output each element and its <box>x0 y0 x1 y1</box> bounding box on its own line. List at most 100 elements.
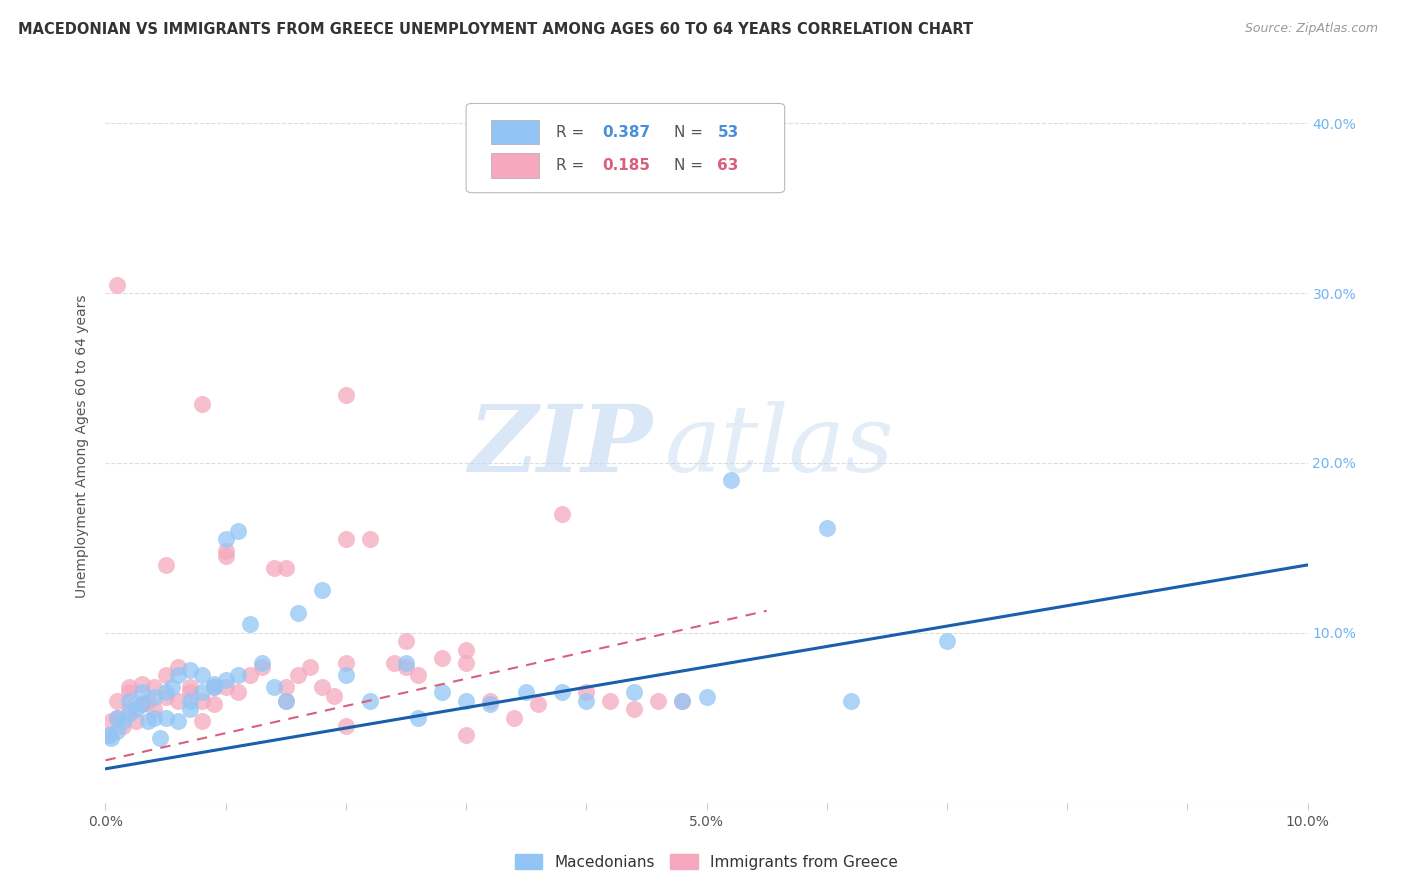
Point <box>155 685 177 699</box>
Text: ZIP: ZIP <box>468 401 652 491</box>
Point <box>430 651 453 665</box>
Point <box>551 507 574 521</box>
FancyBboxPatch shape <box>491 120 540 145</box>
Point <box>839 694 862 708</box>
Point <box>131 698 153 712</box>
Point <box>155 690 177 705</box>
Point <box>202 698 225 712</box>
Point <box>454 657 477 671</box>
Point <box>671 694 693 708</box>
Text: R =: R = <box>557 158 589 173</box>
Point <box>107 711 129 725</box>
Point <box>575 685 598 699</box>
Point <box>395 657 418 671</box>
Point <box>179 680 201 694</box>
Text: Source: ZipAtlas.com: Source: ZipAtlas.com <box>1244 22 1378 36</box>
Point <box>190 668 212 682</box>
Point <box>298 660 321 674</box>
Point <box>503 711 526 725</box>
Point <box>118 707 141 722</box>
Point <box>250 660 273 674</box>
Point <box>155 668 177 682</box>
Point <box>124 702 146 716</box>
Point <box>527 698 550 712</box>
Point <box>250 657 273 671</box>
Text: N =: N = <box>673 125 709 139</box>
Point <box>406 711 429 725</box>
Point <box>430 685 453 699</box>
Text: MACEDONIAN VS IMMIGRANTS FROM GREECE UNEMPLOYMENT AMONG AGES 60 TO 64 YEARS CORR: MACEDONIAN VS IMMIGRANTS FROM GREECE UNE… <box>18 22 973 37</box>
Point <box>335 668 357 682</box>
Point <box>515 685 537 699</box>
Point <box>287 606 309 620</box>
Point <box>623 685 645 699</box>
Point <box>100 731 122 746</box>
Point <box>190 396 212 410</box>
Point <box>190 694 212 708</box>
Point <box>274 561 297 575</box>
Point <box>395 634 418 648</box>
Point <box>335 533 357 547</box>
Point <box>479 698 502 712</box>
Point <box>131 677 153 691</box>
Point <box>226 668 249 682</box>
Point <box>142 690 165 705</box>
Point <box>239 668 262 682</box>
Point <box>107 694 129 708</box>
Point <box>274 694 297 708</box>
Text: 63: 63 <box>717 158 738 173</box>
Point <box>112 719 135 733</box>
Point <box>214 549 236 564</box>
Point <box>226 685 249 699</box>
Point <box>263 680 285 694</box>
Point <box>107 711 129 725</box>
Legend: Macedonians, Immigrants from Greece: Macedonians, Immigrants from Greece <box>508 846 905 877</box>
Point <box>263 561 285 575</box>
Text: 0.387: 0.387 <box>602 125 650 139</box>
Point <box>454 643 477 657</box>
Point <box>815 520 838 534</box>
Point <box>226 524 249 538</box>
Y-axis label: Unemployment Among Ages 60 to 64 years: Unemployment Among Ages 60 to 64 years <box>76 294 90 598</box>
Point <box>274 680 297 694</box>
Point <box>395 660 418 674</box>
Point <box>359 694 381 708</box>
Point <box>179 663 201 677</box>
Point <box>118 680 141 694</box>
Point <box>112 714 135 729</box>
Point <box>142 702 165 716</box>
Point <box>166 714 188 729</box>
Point <box>142 680 165 694</box>
Point <box>202 680 225 694</box>
Point <box>166 660 188 674</box>
Point <box>274 694 297 708</box>
Text: R =: R = <box>557 125 589 139</box>
FancyBboxPatch shape <box>491 153 540 178</box>
Point <box>311 680 333 694</box>
Point <box>118 694 141 708</box>
Text: atlas: atlas <box>665 401 894 491</box>
Point <box>214 680 236 694</box>
Point <box>124 714 146 729</box>
Point <box>322 689 344 703</box>
Point <box>696 690 718 705</box>
Point <box>335 719 357 733</box>
Point <box>359 533 381 547</box>
Point <box>107 724 129 739</box>
Point <box>936 634 959 648</box>
Point <box>131 698 153 712</box>
Point <box>166 668 188 682</box>
Point <box>148 731 170 746</box>
Point <box>647 694 669 708</box>
Point <box>100 714 122 729</box>
Point <box>214 673 236 688</box>
Point <box>623 702 645 716</box>
Point <box>287 668 309 682</box>
Point <box>202 677 225 691</box>
Point <box>575 694 598 708</box>
Point <box>98 728 121 742</box>
Point <box>118 685 141 699</box>
Point <box>179 702 201 716</box>
Point <box>671 694 693 708</box>
Point <box>155 711 177 725</box>
